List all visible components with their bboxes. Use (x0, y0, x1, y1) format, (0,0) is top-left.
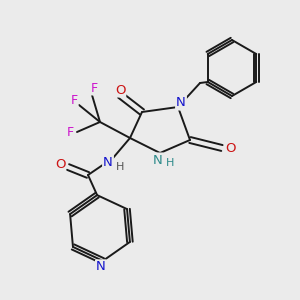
Text: F: F (70, 94, 78, 106)
Text: O: O (115, 83, 125, 97)
Text: N: N (103, 155, 113, 169)
Text: H: H (116, 162, 124, 172)
Text: F: F (66, 125, 74, 139)
Text: H: H (166, 158, 174, 168)
Text: F: F (90, 82, 98, 94)
Text: N: N (153, 154, 163, 166)
Text: N: N (96, 260, 106, 273)
Text: O: O (225, 142, 235, 154)
Text: O: O (55, 158, 65, 170)
Text: N: N (176, 97, 186, 110)
